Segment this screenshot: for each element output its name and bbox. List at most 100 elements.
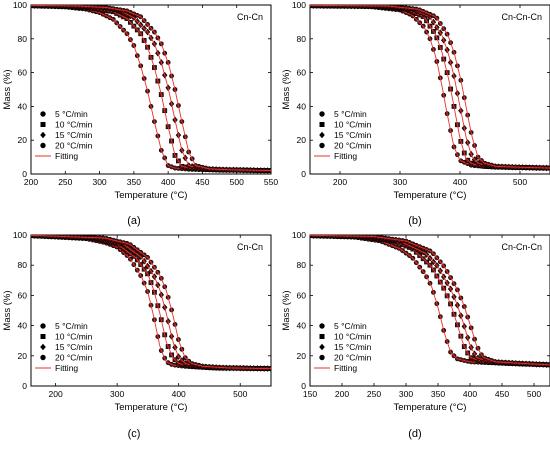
x-tick-label: 400 [463,389,477,399]
plot-frame [30,4,272,175]
legend-square-marker [319,334,325,339]
x-tick-label: 400 [453,177,467,187]
x-tick-label: 250 [367,389,381,399]
x-axis-label: Temperature (°C) [115,402,188,413]
x-tick-label: 500 [233,389,247,399]
y-tick-label: 0 [22,169,27,179]
x-tick-label: 450 [195,177,209,187]
legend-diamond-marker [40,343,46,351]
y-tick-label: 20 [297,135,307,145]
x-tick-label: 200 [333,177,347,187]
legend-circle-marker [319,142,325,149]
legend-label: 15 °C/min [334,342,372,352]
legend-label: Fitting [55,151,78,161]
legend-circle-marker [40,354,46,361]
legend-square-marker [40,334,46,339]
data-area [310,235,550,369]
x-tick-label: 400 [172,389,186,399]
chart-panel-b: 200 300 400 500 0 20 40 60 80 100 Temperature (°C)… [281,0,550,227]
series-4 [310,5,550,171]
y-tick-label: 40 [18,101,28,111]
y-tick-label: 80 [18,34,28,44]
fitting-line [310,5,550,169]
y-tick-label: 20 [297,351,307,361]
chart-panel-c: 200 300 400 500 0 20 40 60 80 100 Temperature (°C)… [2,230,272,440]
legend-label: 5 °C/min [55,321,88,331]
data-area [31,5,271,174]
legend-label: 20 °C/min [334,141,372,151]
x-axis-label: Temperature (°C) [115,190,188,201]
data-area [310,5,550,172]
fitting-line [310,235,550,366]
legend-label: 20 °C/min [55,141,93,151]
plot-frame [30,234,272,387]
y-tick-label: 100 [13,0,27,10]
y-tick-label: 80 [297,34,307,44]
legend-label: 5 °C/min [334,321,367,331]
legend-diamond-marker [319,343,325,351]
legend-circle-marker [319,354,325,361]
y-axis-label: Mass (%) [2,290,13,330]
series-4 [310,235,550,368]
plot-frame [309,234,550,387]
y-tick-label: 40 [297,101,307,111]
legend-label: 15 °C/min [55,130,93,140]
y-axis-label: Mass (%) [281,69,292,109]
fitting-line [31,235,271,370]
series-4 [31,235,271,372]
y-tick-label: 0 [22,381,27,391]
x-tick-label: 300 [399,389,413,399]
y-tick-label: 100 [292,0,306,10]
series-4 [31,5,271,174]
y-tick-label: 60 [297,290,307,300]
x-tick-label: 250 [58,177,72,187]
y-tick-label: 60 [297,68,307,78]
legend-label: 5 °C/min [334,109,367,119]
chart-title: Cn-Cn-Cn [501,242,542,252]
y-tick-label: 40 [18,321,28,331]
legend-label: 10 °C/min [334,120,372,130]
legend-label: Fitting [334,363,357,373]
y-tick-label: 40 [297,321,307,331]
x-tick-label: 500 [527,389,541,399]
x-tick-label: 200 [335,389,349,399]
x-tick-label: 450 [495,389,509,399]
chart-title: Cn-Cn [237,12,263,22]
legend-label: 15 °C/min [55,342,93,352]
legend-circle-marker [40,323,46,329]
legend-label: 10 °C/min [55,332,93,342]
legend-label: Fitting [55,363,78,373]
x-axis-label: Temperature (°C) [394,402,467,413]
y-tick-label: 60 [18,290,28,300]
y-axis-label: Mass (%) [2,69,13,109]
y-tick-label: 80 [18,260,28,270]
x-tick-label: 400 [161,177,175,187]
chart-title: Cn-Cn-Cn [501,12,542,22]
legend-circle-marker [319,323,325,329]
x-tick-label: 300 [110,389,124,399]
legend-circle-marker [40,111,46,117]
panel-caption: (c) [128,428,141,440]
legend-circle-marker [319,111,325,117]
y-tick-label: 60 [18,68,28,78]
y-axis-label: Mass (%) [281,290,292,330]
fitting-line [31,5,271,172]
panel-caption: (a) [127,215,140,227]
x-tick-label: 200 [24,177,38,187]
panel-caption: (b) [408,215,421,227]
x-tick-label: 350 [431,389,445,399]
x-tick-label: 500 [513,177,527,187]
legend-label: Fitting [334,151,357,161]
panel-caption: (d) [408,428,421,440]
legend-circle-marker [40,142,46,149]
y-tick-label: 0 [301,381,306,391]
legend-diamond-marker [319,131,325,139]
y-tick-label: 100 [292,230,306,240]
x-tick-label: 550 [264,177,278,187]
y-tick-label: 20 [18,135,28,145]
legend-diamond-marker [40,131,46,139]
plot-frame [309,4,550,175]
